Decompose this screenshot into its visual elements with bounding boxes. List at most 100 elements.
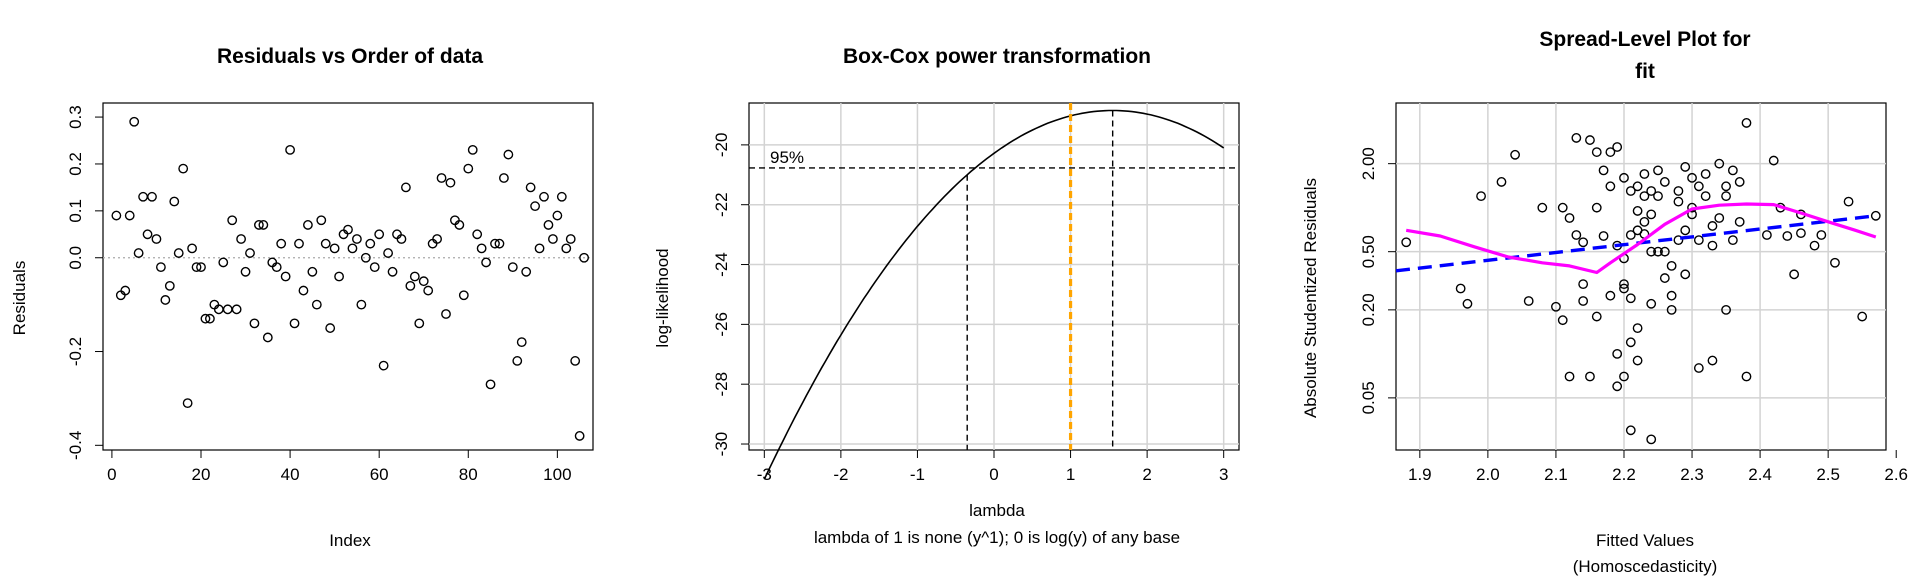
x-tick-label: 40 [281, 465, 300, 484]
residual-point [133, 248, 144, 258]
x-tick-label: 2.4 [1748, 465, 1772, 484]
residual-point [418, 276, 429, 287]
residual-point [1557, 202, 1568, 213]
residual-point [1721, 191, 1731, 201]
y-tick-label: 0.05 [1359, 381, 1378, 414]
residual-point [1639, 169, 1650, 179]
residual-point [378, 360, 389, 371]
residual-point [1707, 221, 1718, 231]
residual-point [445, 177, 456, 188]
residual-point [472, 229, 483, 240]
residual-point [173, 248, 184, 258]
residual-point [387, 266, 398, 277]
residual-point [556, 191, 567, 202]
residual-point [1762, 230, 1772, 240]
residual-point [1659, 273, 1670, 283]
log-likelihood-curve [763, 109, 1225, 480]
residual-point [1646, 434, 1657, 445]
residual-point [1551, 301, 1561, 312]
residual-point [1653, 165, 1663, 176]
residual-point [1612, 381, 1623, 392]
x-tick-label: -2 [833, 465, 848, 484]
residual-point [160, 295, 171, 305]
residual-point [552, 210, 563, 221]
residual-point [561, 243, 572, 254]
residual-point [525, 182, 536, 193]
residual-point [347, 243, 358, 254]
x-tick-label: 100 [543, 465, 571, 484]
residual-point [352, 234, 362, 244]
residual-point [1605, 147, 1616, 157]
x-tick-label: 20 [192, 465, 211, 484]
residual-point [476, 243, 487, 254]
residual-point [1789, 269, 1800, 280]
residual-point [1680, 225, 1691, 236]
y-tick-label: 0.3 [66, 105, 85, 129]
residual-point [1571, 230, 1582, 240]
residual-point [414, 318, 425, 329]
residual-point [432, 234, 442, 244]
residual-point [1857, 311, 1868, 322]
smooth-line [1405, 202, 1877, 275]
residual-point [1619, 279, 1629, 290]
residual-point [1659, 177, 1670, 187]
residual-point [1605, 290, 1616, 301]
residual-point [1680, 162, 1691, 172]
residual-point [316, 215, 327, 226]
residual-point [271, 262, 282, 273]
residual-point [1591, 311, 1602, 322]
residual-point [365, 238, 376, 249]
residual-point [409, 271, 420, 282]
residual-point [298, 285, 309, 296]
residual-point [530, 201, 540, 212]
residual-point [543, 220, 554, 230]
residual-point [329, 243, 340, 254]
residual-point [1870, 210, 1881, 221]
y-axis-label: log-likelihood [653, 248, 672, 347]
residual-point [142, 229, 153, 240]
residual-point [481, 257, 491, 268]
residual-point [218, 257, 229, 268]
residual-point [138, 191, 148, 202]
y-tick-label: 0.2 [66, 152, 85, 176]
residual-point [231, 304, 242, 315]
residual-point [1680, 269, 1691, 280]
residual-point [303, 220, 313, 230]
residual-point [516, 337, 527, 348]
residual-point [156, 262, 166, 273]
residual-point [374, 229, 385, 240]
x-axis-label: Index [329, 531, 371, 550]
residual-point [579, 252, 589, 263]
residual-point [311, 299, 322, 310]
residual-point [182, 398, 193, 409]
residual-point [539, 191, 549, 202]
residual-point [1537, 202, 1548, 213]
residual-point [485, 379, 496, 390]
residual-point [1700, 191, 1711, 201]
x-tick-label: 2 [1142, 465, 1151, 484]
residual-point [334, 271, 344, 282]
residual-point [249, 318, 260, 329]
fit-line [1395, 214, 1876, 273]
chart-title: Box-Cox power transformation [843, 45, 1151, 68]
residual-point [360, 252, 371, 263]
residual-point [396, 234, 407, 244]
x-axis-label-line-2: (Homoscedasticity) [1573, 557, 1718, 576]
residual-point [151, 234, 162, 244]
residual-point [320, 238, 331, 249]
residual-point [1578, 237, 1589, 248]
y-tick-label: -26 [712, 312, 731, 337]
residual-point [405, 280, 416, 291]
residual-point [164, 280, 175, 291]
residual-point [565, 234, 576, 244]
residual-point [285, 144, 295, 155]
residual-point [1653, 246, 1663, 257]
residual-point [1693, 363, 1704, 373]
residual-point [178, 163, 189, 174]
residual-point [1557, 315, 1568, 326]
residual-point [1578, 296, 1589, 306]
residual-point [401, 182, 411, 193]
residual-point [1741, 118, 1752, 128]
x-tick-label: 1.9 [1408, 465, 1432, 484]
residual-point [245, 248, 255, 258]
